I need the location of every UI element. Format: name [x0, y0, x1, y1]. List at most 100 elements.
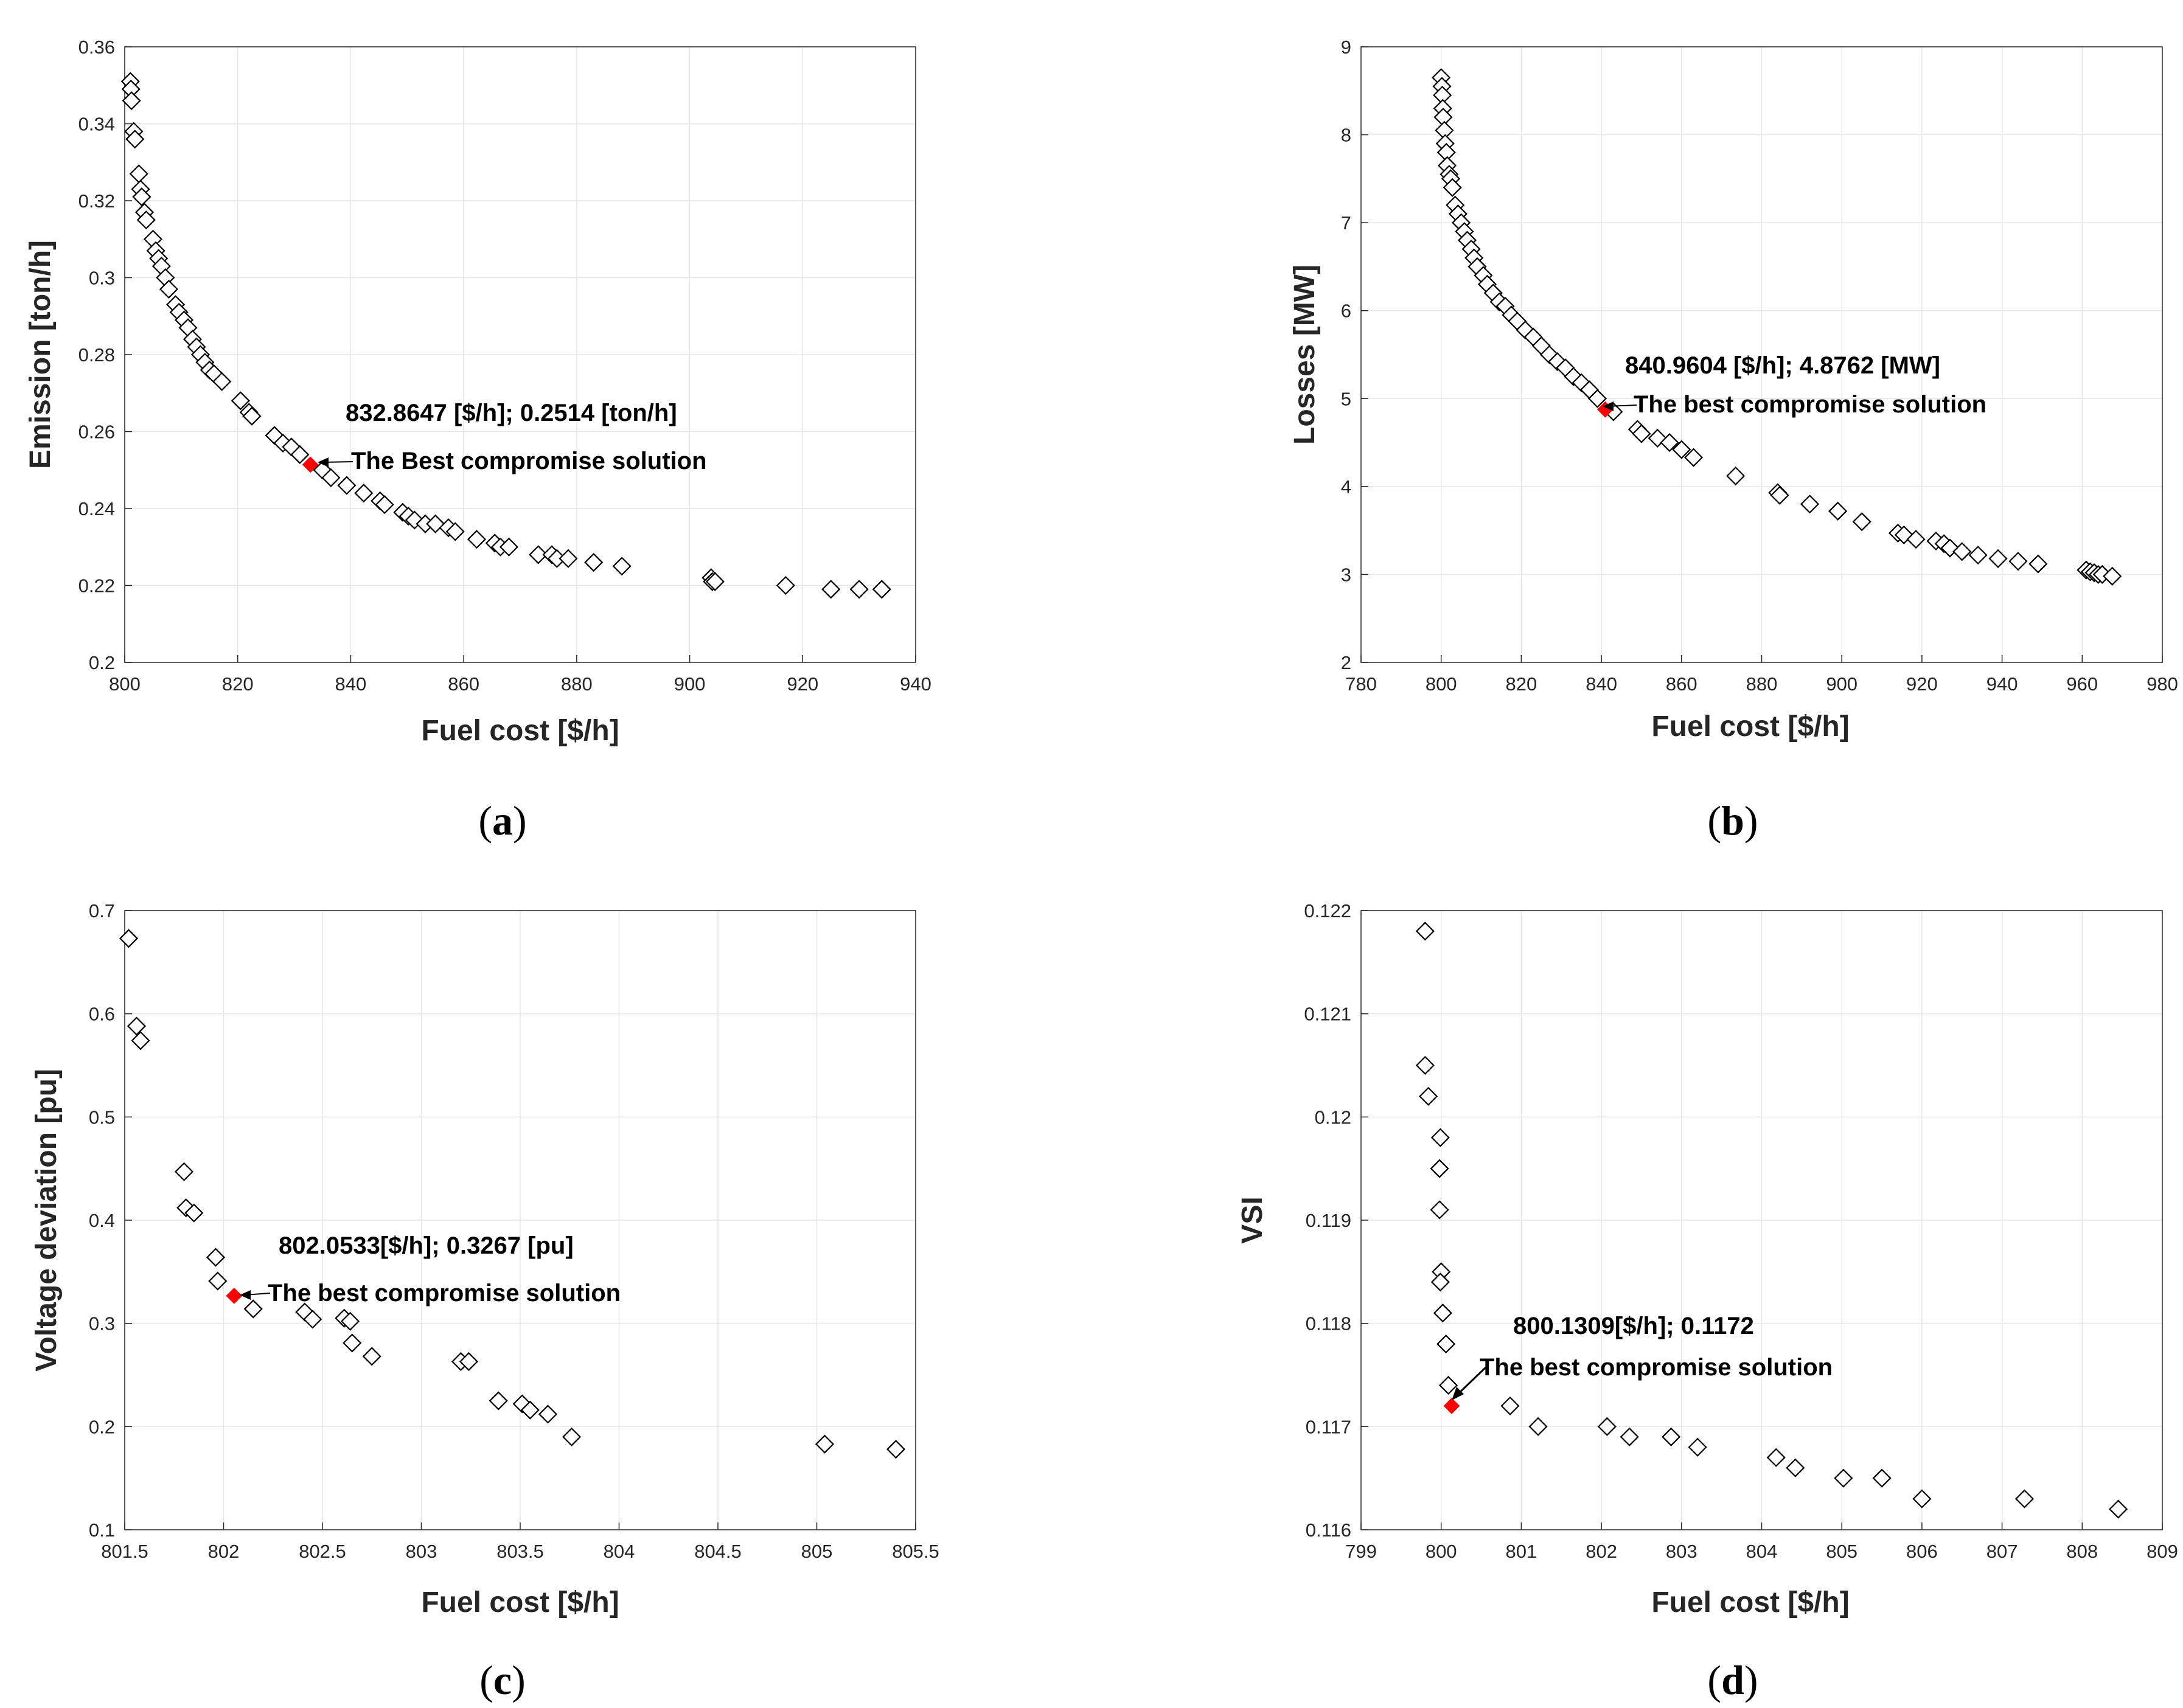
panel-b-losses-vs-fuel-cost: 780 800 820 840 860 880 900 920 940 960 980 2 3 4 5 6 7…	[1289, 36, 2178, 844]
panel-a-emission-vs-fuel-cost: 800 820 840 860 880 900 920 940 0.2 0.22 0.24 0.26…	[24, 36, 931, 844]
panel-label: (d)	[1707, 1657, 1758, 1703]
data-point	[340, 1311, 360, 1331]
data-point	[1430, 1159, 1449, 1178]
data-point	[1688, 1437, 1707, 1457]
data-point	[1912, 1489, 1932, 1508]
data-point	[705, 572, 725, 591]
y-tick-label: 7	[1341, 212, 1351, 234]
x-tick-label: 802	[208, 1541, 240, 1562]
data-point	[1894, 525, 1913, 544]
data-point	[290, 445, 310, 465]
x-tick-label: 900	[674, 673, 706, 695]
annotation-text: The best compromise solution	[268, 1280, 621, 1307]
x-tick-label: 805.5	[892, 1541, 939, 1562]
annotation-value: 802.0533[$/h]; 0.3267 [pu]	[279, 1232, 574, 1259]
data-point	[1828, 501, 1848, 521]
data-point	[1587, 389, 1607, 408]
y-tick-label: 0.3	[89, 268, 115, 289]
x-tick-label: 800	[1426, 1541, 1457, 1562]
data-point	[131, 1031, 150, 1050]
data-point	[1683, 448, 1704, 467]
x-tick-label: 820	[1506, 673, 1537, 695]
x-tick-label: 940	[900, 673, 931, 695]
x-tick-label: 840	[1586, 673, 1617, 695]
x-tick-label: 804.5	[694, 1541, 742, 1562]
x-tick-label: 880	[1746, 673, 1778, 695]
panel-label: (b)	[1707, 797, 1758, 844]
y-tick-label: 0.121	[1304, 1004, 1351, 1025]
data-point	[2014, 1489, 2035, 1508]
data-point	[584, 552, 604, 572]
data-point	[119, 929, 139, 948]
data-point	[1539, 345, 1559, 364]
y-tick-label: 0.3	[89, 1313, 115, 1335]
y-tick-label: 9	[1341, 36, 1351, 58]
data-point	[184, 1203, 204, 1223]
data-point	[2109, 1499, 2128, 1519]
best-compromise-point	[302, 456, 319, 473]
y-tick-label: 8	[1341, 125, 1351, 146]
x-tick-label: 900	[1826, 673, 1857, 695]
y-tick-label: 3	[1341, 564, 1351, 585]
data-point	[467, 530, 487, 549]
panel-label: (c)	[479, 1657, 526, 1703]
data-point	[136, 210, 156, 230]
annotation-text: The best compromise solution	[1480, 1354, 1833, 1381]
x-tick-label: 804	[604, 1541, 635, 1562]
data-point	[1430, 1272, 1450, 1292]
x-tick-label: 960	[2066, 673, 2098, 695]
x-axis-label: Fuel cost [$/h]	[421, 715, 619, 747]
y-tick-label: 0.2	[89, 1416, 115, 1437]
x-tick-label: 880	[561, 673, 593, 695]
panel-label: (a)	[478, 797, 526, 844]
data-point	[1438, 1375, 1458, 1395]
data-points	[120, 72, 891, 599]
x-tick-label: 780	[1345, 673, 1377, 695]
x-tick-label: 799	[1345, 1541, 1377, 1562]
x-tick-label: 800	[1426, 673, 1457, 695]
data-point	[1672, 440, 1691, 459]
axes-frame	[1360, 46, 2163, 663]
x-tick-label: 801.5	[101, 1541, 148, 1562]
x-tick-labels: 799 800 801 802 803 804 805 806 807 808 809	[1345, 1541, 2178, 1562]
x-tick-label: 809	[2146, 1541, 2178, 1562]
data-point	[1766, 1448, 1786, 1467]
data-point	[354, 484, 374, 503]
y-tick-label: 0.5	[89, 1106, 115, 1128]
data-point	[1436, 1335, 1456, 1354]
data-point	[343, 1333, 362, 1353]
y-tick-labels: 0.1 0.2 0.3 0.4 0.5 0.6 0.7	[89, 900, 115, 1541]
data-point	[375, 495, 394, 515]
x-tick-label: 808	[2066, 1541, 2098, 1562]
x-tick-label: 803	[1666, 1541, 1697, 1562]
data-point	[1726, 466, 1746, 486]
y-tick-labels: 2 3 4 5 6 7 8 9	[1341, 36, 1351, 673]
data-point	[1872, 1468, 1892, 1488]
x-tick-label: 807	[1986, 1541, 2018, 1562]
panel-d-vsi-vs-fuel-cost: 799 800 801 802 803 804 805 806 807 808 809 0.1160…	[1236, 900, 2178, 1703]
data-point	[1968, 546, 1988, 565]
x-tick-label: 801	[1506, 1541, 1537, 1562]
data-point	[159, 279, 178, 299]
x-tick-label: 805	[801, 1541, 833, 1562]
y-tick-label: 0.26	[78, 422, 115, 443]
annotation-value: 840.9604 [$/h]; 4.8762 [MW]	[1625, 352, 1940, 379]
annotation-value: 832.8647 [$/h]; 0.2514 [ton/h]	[346, 400, 677, 426]
data-point	[1952, 542, 1972, 561]
data-point	[1786, 1458, 1805, 1477]
data-point	[1648, 428, 1667, 448]
annotation-text: The best compromise solution	[1634, 391, 1986, 418]
y-tick-label: 0.117	[1306, 1416, 1351, 1437]
best-compromise-marker	[302, 456, 319, 473]
data-point	[208, 1271, 228, 1291]
x-tick-label: 806	[1906, 1541, 1938, 1562]
data-point	[231, 391, 250, 411]
x-tick-label: 840	[335, 673, 367, 695]
data-point	[1662, 1427, 1681, 1446]
data-point	[459, 1352, 479, 1371]
annotation-arrowhead	[1452, 1387, 1464, 1400]
data-point	[1597, 1417, 1617, 1436]
x-axis-label: Fuel cost [$/h]	[421, 1586, 619, 1619]
axes-frame	[124, 46, 916, 663]
